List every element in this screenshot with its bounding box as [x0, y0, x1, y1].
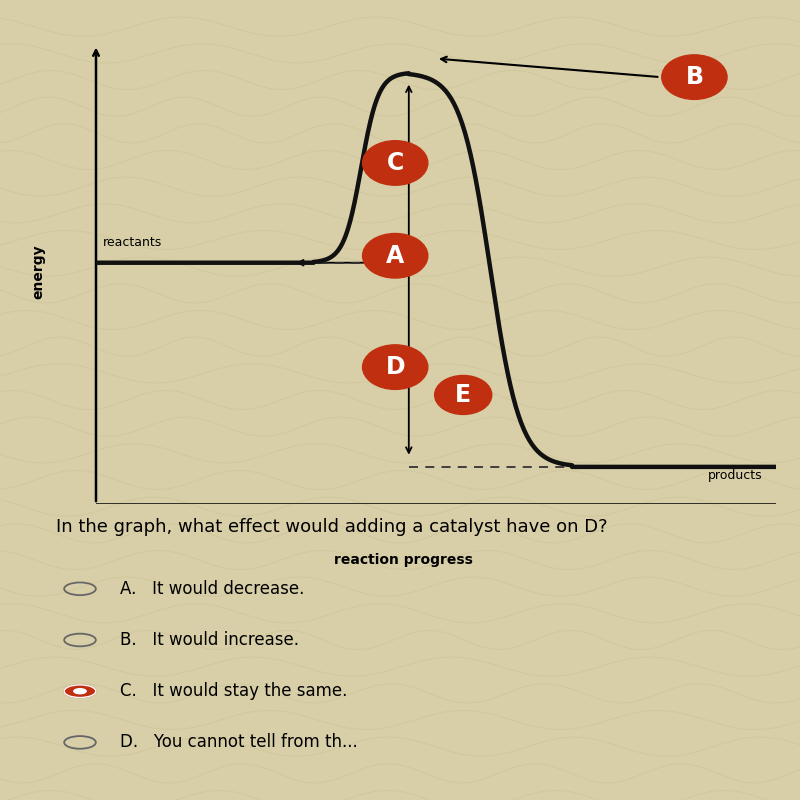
Text: products: products — [708, 469, 762, 482]
Text: C: C — [386, 151, 404, 175]
Text: energy: energy — [31, 245, 45, 299]
Text: D.   You cannot tell from th...: D. You cannot tell from th... — [120, 734, 358, 751]
Text: In the graph, what effect would adding a catalyst have on D?: In the graph, what effect would adding a… — [56, 518, 608, 536]
Text: D: D — [386, 355, 405, 379]
Circle shape — [434, 375, 492, 414]
Circle shape — [362, 234, 428, 278]
Circle shape — [74, 689, 86, 694]
Circle shape — [662, 55, 727, 99]
Text: A.   It would decrease.: A. It would decrease. — [120, 580, 304, 598]
Text: B.   It would increase.: B. It would increase. — [120, 631, 299, 649]
Text: C.   It would stay the same.: C. It would stay the same. — [120, 682, 347, 700]
Circle shape — [362, 345, 428, 390]
Text: reactants: reactants — [102, 236, 162, 249]
Text: E: E — [455, 383, 471, 407]
Circle shape — [362, 141, 428, 186]
Text: reaction progress: reaction progress — [334, 553, 473, 566]
Text: B: B — [686, 65, 703, 89]
Circle shape — [64, 685, 96, 698]
Text: A: A — [386, 244, 404, 268]
